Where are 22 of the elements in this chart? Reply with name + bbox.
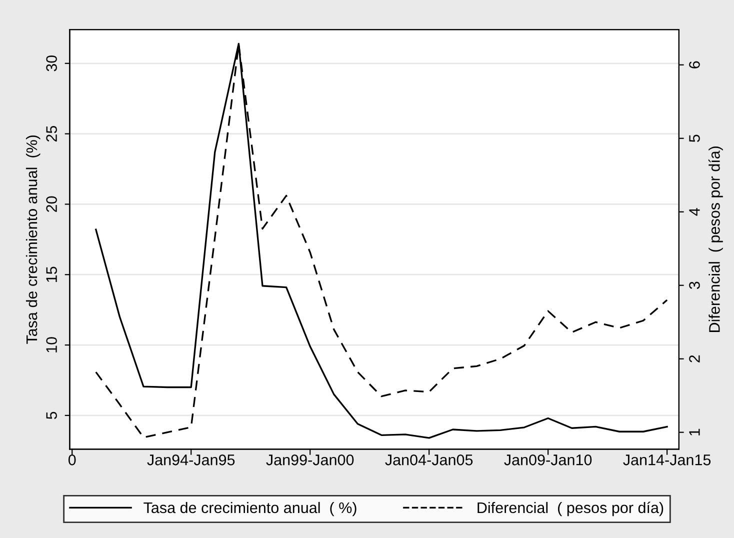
x-tick-label: 0 bbox=[68, 454, 76, 466]
x-tick-label: Jan09-Jan10 bbox=[504, 454, 592, 466]
y2-axis-title: Diferencial ( pesos por día) bbox=[708, 146, 723, 332]
x-tick-label: Jan14-Jan15 bbox=[623, 454, 711, 466]
y-tick-label: 5 bbox=[46, 412, 57, 420]
y-tick-label: 15 bbox=[46, 266, 57, 282]
y2-tick-label: 4 bbox=[689, 208, 700, 216]
y-tick-label: 10 bbox=[46, 337, 57, 352]
y2-tick-label: 3 bbox=[689, 282, 700, 290]
y-tick-label: 25 bbox=[46, 126, 57, 142]
x-tick-label: Jan04-Jan05 bbox=[385, 454, 473, 466]
x-tick-label: Jan94-Jan95 bbox=[147, 454, 235, 466]
y2-tick-label: 2 bbox=[689, 355, 700, 362]
y-axis-title: Tasa de crecimiento anual (%) bbox=[26, 135, 40, 344]
y-tick-label: 30 bbox=[46, 55, 57, 72]
y-tick-label: 20 bbox=[46, 196, 57, 212]
y2-tick-label: 6 bbox=[689, 61, 700, 68]
legend-label: Diferencial ( pesos por día) bbox=[478, 502, 664, 516]
y2-tick-label: 1 bbox=[689, 428, 700, 436]
legend-label: Tasa de crecimiento anual ( %) bbox=[144, 502, 356, 516]
x-tick-label: Jan99-Jan00 bbox=[266, 454, 354, 466]
y2-tick-label: 5 bbox=[689, 134, 700, 142]
